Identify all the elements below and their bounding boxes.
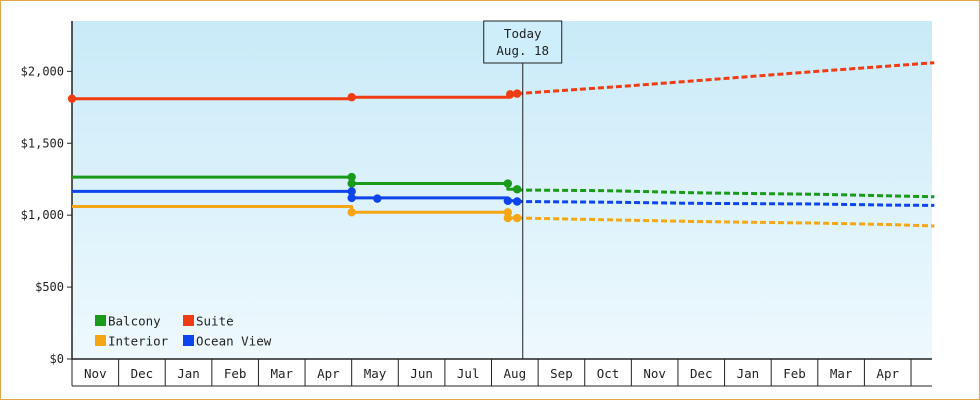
data-point-ocean-view[interactable] (512, 197, 522, 206)
legend-swatch-interior[interactable] (95, 335, 106, 346)
forecast-line-ocean-view (517, 200, 935, 207)
data-point-interior[interactable] (512, 213, 522, 223)
today-label-box (483, 20, 563, 64)
data-point-suite[interactable] (512, 89, 522, 98)
x-month-label: Mar (270, 366, 293, 381)
y-tick-label: $1,000 (21, 208, 64, 222)
x-month-label: Apr (317, 366, 340, 381)
forecast-line-interior (517, 216, 935, 228)
data-point-suite[interactable] (67, 94, 77, 103)
legend-swatch-suite[interactable] (183, 315, 194, 326)
x-month-label: Oct (597, 366, 620, 381)
data-point-balcony[interactable] (503, 179, 513, 188)
data-point-balcony[interactable] (347, 172, 356, 182)
data-point-ocean-view[interactable] (347, 193, 356, 203)
y-tick-label: $500 (35, 280, 64, 294)
x-month-label: Mar (830, 366, 853, 381)
series-line-balcony (72, 175, 518, 191)
data-point-interior[interactable] (503, 213, 513, 223)
data-point-balcony[interactable] (347, 179, 356, 188)
legend-swatch-balcony[interactable] (95, 315, 106, 326)
y-tick-label: $2,000 (21, 64, 64, 78)
series-ocean-view (72, 187, 935, 207)
x-month-label: Dec (690, 366, 713, 381)
y-tick-label: $1,500 (21, 136, 64, 150)
series-balcony (72, 172, 935, 199)
data-point-suite[interactable] (505, 90, 515, 99)
x-month-label: Jun (410, 366, 433, 381)
x-month-label: Nov (643, 366, 666, 381)
legend-label-balcony[interactable]: Balcony (108, 314, 161, 329)
data-point-ocean-view[interactable] (347, 187, 356, 196)
forecast-line-balcony (517, 188, 935, 199)
x-month-label: Nov (84, 366, 107, 381)
data-point-balcony[interactable] (512, 185, 522, 194)
today-date: Aug. 18 (496, 43, 549, 58)
legend-swatch-ocean-view[interactable] (183, 335, 194, 346)
legend-label-suite[interactable]: Suite (196, 314, 234, 329)
x-month-label: Dec (131, 366, 154, 381)
series-interior (72, 205, 935, 228)
x-month-label: Feb (224, 366, 247, 381)
x-month-label: Feb (783, 366, 806, 381)
data-point-ocean-view[interactable] (503, 196, 513, 205)
data-point-interior[interactable] (347, 208, 356, 217)
forecast-line-suite (516, 61, 935, 96)
data-point-suite[interactable] (347, 93, 356, 102)
data-point-ocean-view[interactable] (373, 194, 382, 203)
today-label: Today (504, 26, 542, 41)
y-tick-label: $0 (50, 352, 64, 366)
x-month-label: Apr (876, 366, 899, 381)
legend-label-interior[interactable]: Interior (108, 334, 169, 349)
x-month-label: Jan (737, 366, 760, 381)
x-month-label: Aug (504, 366, 527, 381)
data-point-interior[interactable] (503, 208, 513, 217)
x-month-label: Jul (457, 366, 480, 381)
legend-label-ocean-view[interactable]: Ocean View (196, 334, 272, 349)
x-month-label: Jan (177, 366, 200, 381)
series-suite (67, 61, 935, 103)
x-month-label: May (364, 366, 387, 381)
x-month-label: Sep (550, 366, 573, 381)
